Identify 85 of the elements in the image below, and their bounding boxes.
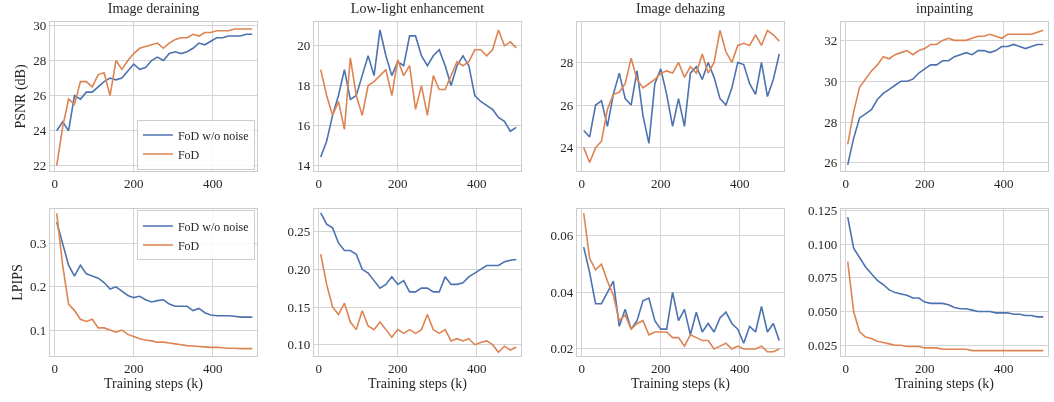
x-tick-label: 0 xyxy=(841,360,849,376)
line-series xyxy=(582,246,781,345)
y-tick-label: 26 xyxy=(33,88,47,104)
line-series xyxy=(582,53,781,145)
y-tick-label: 0.20 xyxy=(287,261,310,277)
y-tick-label: 0.025 xyxy=(807,337,837,353)
x-tick-label: 200 xyxy=(651,360,671,376)
line-series xyxy=(846,43,1044,166)
y-tick-label: 0.3 xyxy=(30,236,47,252)
x-tick-label: 200 xyxy=(124,175,144,191)
y-tick-label: 0.050 xyxy=(807,304,837,320)
x-tick-label: 200 xyxy=(124,360,144,376)
y-tick-label: 0.10 xyxy=(287,337,310,353)
line-series xyxy=(319,211,517,293)
legend-label: FoD w/o noise xyxy=(177,219,249,234)
y-tick-label: 0.2 xyxy=(30,279,47,295)
line-series xyxy=(582,29,781,164)
y-tick-label: 20 xyxy=(296,38,310,54)
chart-title: Low-light enhancement xyxy=(350,0,484,16)
y-tick-label: 0.25 xyxy=(287,224,310,240)
y-tick-label: 0.075 xyxy=(807,270,837,286)
y-tick-label: 0.100 xyxy=(807,236,837,252)
chart-title: inpainting xyxy=(915,0,973,16)
y-tick-label: 32 xyxy=(823,32,837,48)
y-tick-label: 16 xyxy=(296,117,311,133)
x-axis-title: Training steps (k) xyxy=(630,375,731,392)
line-series xyxy=(55,33,254,132)
y-tick-label: 26 xyxy=(823,155,838,171)
y-tick-label: 0.1 xyxy=(30,322,47,338)
line-series xyxy=(846,216,1044,318)
y-axis-title: PSNR (dB) xyxy=(12,64,29,129)
y-tick-label: 22 xyxy=(33,158,47,174)
line-series xyxy=(55,212,254,350)
x-tick-label: 0 xyxy=(841,175,849,191)
x-tick-label: 0 xyxy=(578,360,585,376)
x-tick-label: 200 xyxy=(387,175,407,191)
line-series xyxy=(846,29,1044,146)
x-tick-label: 0 xyxy=(314,175,322,191)
x-tick-label: 0 xyxy=(51,175,58,191)
x-tick-label: 400 xyxy=(993,360,1014,376)
x-tick-label: 200 xyxy=(914,360,934,376)
chart-title: Image dehazing xyxy=(635,0,726,16)
y-tick-label: 28 xyxy=(33,53,47,69)
y-tick-label: 30 xyxy=(33,18,47,34)
x-tick-label: 400 xyxy=(730,360,750,376)
x-tick-label: 400 xyxy=(466,360,487,376)
chart-title: Image deraining xyxy=(107,0,200,16)
y-tick-label: 0.125 xyxy=(807,202,837,218)
line-series xyxy=(55,28,254,167)
y-tick-label: 26 xyxy=(560,97,574,113)
y-tick-label: 18 xyxy=(296,78,310,94)
legend-label: FoD xyxy=(177,238,200,253)
x-tick-label: 400 xyxy=(730,175,750,191)
x-tick-label: 400 xyxy=(203,360,223,376)
line-series xyxy=(55,221,254,318)
legend-label: FoD w/o noise xyxy=(177,128,249,143)
y-tick-label: 0.02 xyxy=(550,341,574,357)
x-axis-title: Training steps (k) xyxy=(894,375,994,392)
x-axis-title: Training steps (k) xyxy=(103,375,204,392)
line-series xyxy=(582,212,781,353)
y-tick-label: 0.06 xyxy=(550,228,574,244)
y-tick-label: 30 xyxy=(823,73,837,89)
line-series xyxy=(319,29,517,131)
x-tick-label: 400 xyxy=(203,175,223,191)
x-tick-label: 200 xyxy=(651,175,671,191)
x-tick-label: 0 xyxy=(578,175,585,191)
x-tick-label: 200 xyxy=(387,360,407,376)
x-tick-label: 0 xyxy=(51,360,58,376)
y-tick-label: 28 xyxy=(560,54,574,70)
legend-label: FoD xyxy=(177,147,200,162)
y-tick-label: 28 xyxy=(823,114,837,130)
y-tick-label: 24 xyxy=(560,140,574,156)
y-tick-label: 24 xyxy=(33,123,47,139)
line-series xyxy=(319,29,517,158)
x-axis-title: Training steps (k) xyxy=(367,375,467,392)
y-tick-label: 14 xyxy=(296,157,311,173)
line-series xyxy=(319,253,517,354)
x-tick-label: 400 xyxy=(466,175,487,191)
x-tick-label: 200 xyxy=(914,175,934,191)
y-axis-title: LPIPS xyxy=(9,264,25,301)
x-tick-label: 0 xyxy=(314,360,322,376)
y-tick-label: 0.15 xyxy=(287,299,310,315)
line-series xyxy=(846,260,1044,352)
y-tick-label: 0.04 xyxy=(550,284,574,300)
x-tick-label: 400 xyxy=(993,175,1014,191)
